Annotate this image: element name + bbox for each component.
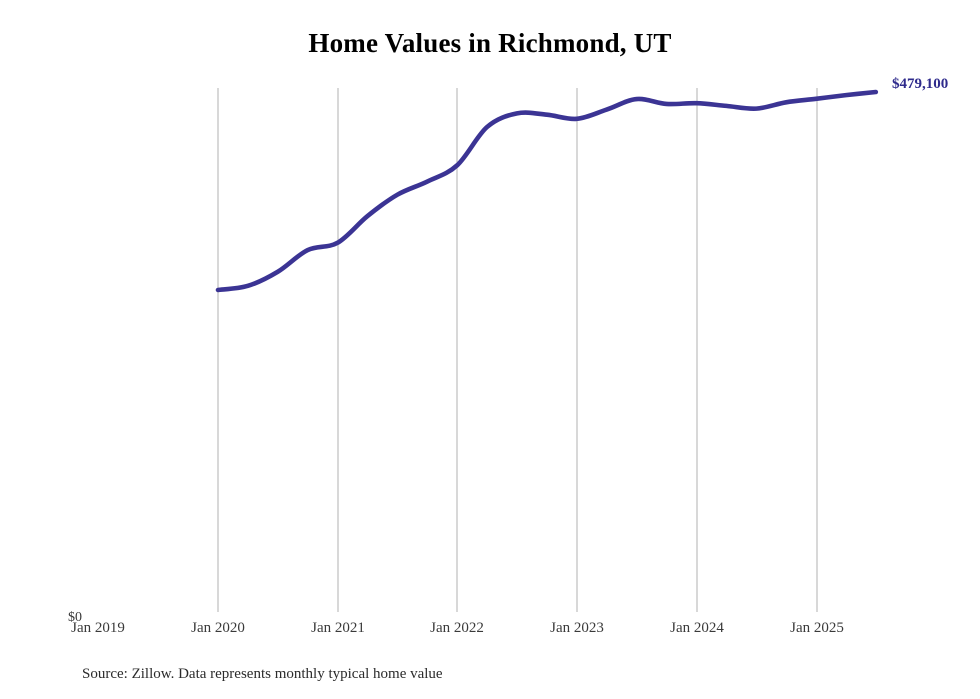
home-value-line xyxy=(215,89,879,293)
y-axis-tick-0: $0 xyxy=(68,610,82,625)
x-axis-tick-jan-2025: Jan 2025 xyxy=(790,620,844,636)
x-axis-tick-jan-2024: Jan 2024 xyxy=(670,620,724,636)
source-note: Source: Zillow. Data represents monthly … xyxy=(82,666,443,682)
x-axis-tick-jan-2021: Jan 2021 xyxy=(311,620,365,636)
page-title: Home Values in Richmond, UT xyxy=(308,28,672,58)
x-axis-tick-jan-2023: Jan 2023 xyxy=(550,620,604,636)
x-axis-tick-jan-2022: Jan 2022 xyxy=(430,620,484,636)
gridlines xyxy=(217,88,818,612)
x-axis-tick-jan-2019: Jan 2019 xyxy=(71,620,125,636)
end-value-label: $479,100 xyxy=(892,76,949,92)
x-axis-tick-jan-2020: Jan 2020 xyxy=(191,620,245,636)
